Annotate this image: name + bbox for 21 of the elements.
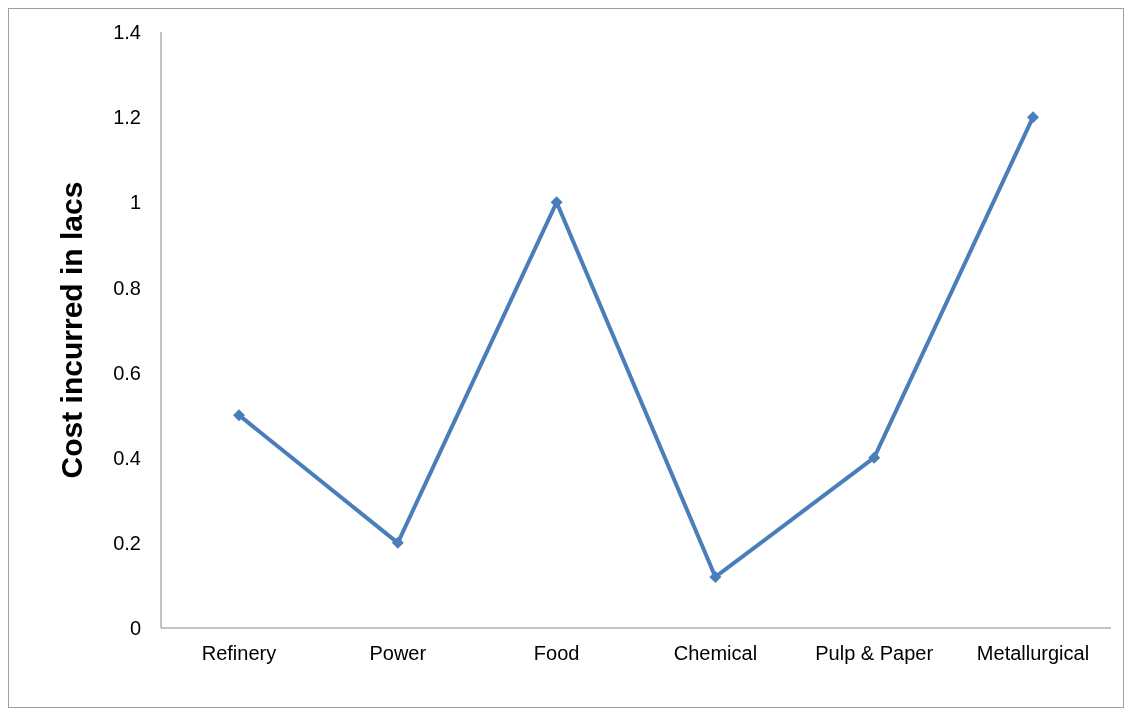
- x-tick-label: Food: [533, 642, 580, 665]
- x-tick-label: Chemical: [673, 642, 758, 665]
- y-axis-title: Cost incurred in lacs: [54, 181, 88, 479]
- point: [391, 536, 404, 549]
- point: [1027, 111, 1039, 124]
- x-tick-label: Power: [369, 642, 427, 665]
- y-tick-label: 0.6: [113, 361, 141, 384]
- x-tick-label: Metallurgical: [976, 642, 1090, 665]
- y-tick-label: 0.4: [113, 446, 141, 469]
- point: [709, 570, 722, 583]
- y-tick-label: 1: [129, 191, 141, 214]
- x-tick-label: Refinery: [201, 642, 277, 665]
- x-tick-label: Pulp & Paper: [815, 642, 934, 665]
- point: [550, 196, 563, 209]
- y-tick-label: 0: [129, 617, 141, 640]
- point: [233, 409, 245, 422]
- y-tick-label: 1.2: [113, 106, 141, 129]
- y-tick-label: 0.8: [113, 276, 141, 299]
- y-tick-label: 1.4: [113, 21, 141, 44]
- point: [868, 451, 881, 464]
- y-tick-label: 0.2: [113, 531, 141, 554]
